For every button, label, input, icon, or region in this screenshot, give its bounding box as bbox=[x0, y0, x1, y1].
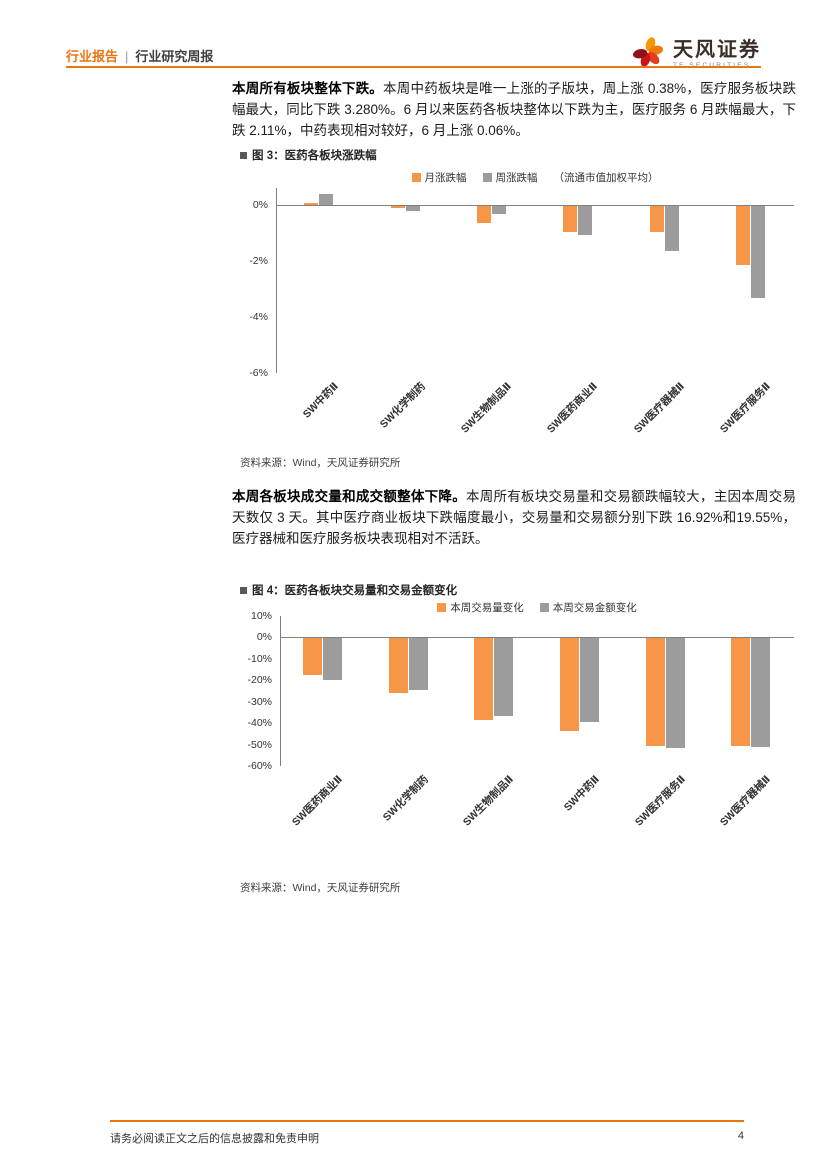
y-axis-line bbox=[280, 616, 281, 766]
legend-label: 周涨跌幅 bbox=[495, 172, 538, 184]
report-category: 行业报告 bbox=[66, 49, 119, 64]
bar-negative bbox=[322, 638, 342, 681]
chart-legend: 本周交易量变化 本周交易金额变化 bbox=[280, 600, 794, 615]
bar-negative bbox=[579, 638, 599, 722]
y-axis-tick-label: -6% bbox=[249, 367, 268, 379]
brand-logo: 天风证券 TF SECURITIES bbox=[630, 34, 761, 75]
tf-flower-icon bbox=[630, 34, 666, 75]
bar-negative bbox=[302, 638, 322, 675]
figure3-caption: 图 3：医药各板块涨跌幅 bbox=[240, 147, 377, 163]
figure4-bar-chart: 本周交易量变化 本周交易金额变化 10% 0% -10% -20% -30% -40% -50%… bbox=[240, 600, 796, 890]
legend-item: 周涨跌幅 bbox=[482, 170, 538, 185]
footer-divider bbox=[110, 1120, 744, 1122]
bar-negative bbox=[735, 205, 750, 265]
brand-text: 天风证券 TF SECURITIES bbox=[673, 40, 761, 70]
y-axis-tick-label: -4% bbox=[249, 310, 268, 323]
bar-negative bbox=[750, 205, 765, 298]
y-axis-tick-label: -50% bbox=[247, 738, 272, 751]
y-axis-tick-label: -60% bbox=[247, 760, 272, 772]
y-axis-tick-label: -40% bbox=[247, 717, 272, 730]
paragraph-1-text: 本周中药板块是唯一上涨的子版块，周上涨 0.38%，医疗服务板块跌幅最大，同比下… bbox=[232, 81, 796, 138]
bar-negative bbox=[494, 638, 514, 716]
page-header: 行业报告 | 行业研究周报 天风证券 TF SECURITIES bbox=[66, 34, 761, 75]
y-axis-line bbox=[276, 188, 277, 373]
figure4-caption-text: 图 4：医药各板块交易量和交易金额变化 bbox=[252, 585, 458, 597]
bar-negative bbox=[645, 638, 665, 746]
legend-label: 月涨跌幅 bbox=[424, 172, 467, 184]
report-type: 行业研究周报 bbox=[135, 49, 214, 64]
bar-negative bbox=[563, 205, 578, 233]
legend-item: 本周交易量变化 bbox=[437, 600, 524, 615]
y-axis-tick-label: -10% bbox=[247, 652, 272, 665]
caption-bullet-icon bbox=[240, 151, 247, 159]
bar-negative bbox=[578, 205, 593, 236]
header-separator: | bbox=[125, 49, 129, 64]
y-axis-tick-label: -30% bbox=[247, 695, 272, 708]
caption-bullet-icon bbox=[240, 586, 247, 594]
paragraph-1: 本周所有板块整体下跌。本周中药板块是唯一上涨的子版块，周上涨 0.38%，医疗服… bbox=[232, 78, 796, 141]
y-axis-tick-label: 10% bbox=[250, 610, 272, 622]
legend-swatch-icon bbox=[482, 173, 492, 182]
figure4-caption: 图 4：医药各板块交易量和交易金额变化 bbox=[240, 582, 457, 598]
paragraph-1-lead: 本周所有板块整体下跌。 bbox=[232, 81, 384, 96]
legend-swatch-icon bbox=[539, 603, 549, 612]
bar-negative bbox=[390, 205, 405, 209]
legend-item: 月涨跌幅 bbox=[411, 170, 467, 185]
bar-negative bbox=[405, 205, 420, 211]
header-divider bbox=[66, 66, 761, 68]
y-axis-tick-label: 0% bbox=[252, 198, 268, 211]
zero-axis-line bbox=[280, 637, 794, 639]
bar-negative bbox=[408, 638, 428, 690]
bar-negative bbox=[476, 205, 491, 223]
bar-negative bbox=[388, 638, 408, 694]
bar-positive bbox=[304, 203, 319, 205]
y-axis-tick-label: 0% bbox=[256, 631, 272, 644]
y-axis-tick-label: -20% bbox=[247, 674, 272, 687]
bar-negative bbox=[559, 638, 579, 731]
footer-page-number: 4 bbox=[737, 1130, 744, 1142]
report-header-titles: 行业报告 | 行业研究周报 bbox=[66, 34, 213, 65]
figure4-source: 资料来源：Wind，天风证券研究所 bbox=[240, 882, 401, 894]
footer-disclaimer: 请务必阅读正文之后的信息披露和免责申明 bbox=[110, 1133, 319, 1145]
zero-axis-line bbox=[276, 204, 794, 206]
brand-name: 天风证券 bbox=[673, 38, 761, 61]
legend-label: 本周交易量变化 bbox=[450, 602, 524, 614]
paragraph-2-text: 本周所有板块交易量和交易额跌幅较大，主因本周交易天数仅 3 天。其中医疗商业板块… bbox=[232, 489, 797, 546]
bar-negative bbox=[491, 205, 506, 215]
chart-legend: 月涨跌幅 周涨跌幅 （流通市值加权平均） bbox=[276, 170, 794, 185]
paragraph-2-lead: 本周各板块成交量和成交额整体下降。 bbox=[232, 489, 466, 504]
bar-negative bbox=[731, 638, 751, 746]
bar-negative bbox=[474, 638, 494, 720]
bar-negative bbox=[665, 638, 685, 748]
bar-negative bbox=[664, 205, 679, 251]
bar-negative bbox=[649, 205, 664, 233]
bar-positive bbox=[319, 194, 334, 205]
brand-subtitle: TF SECURITIES bbox=[673, 62, 761, 70]
bar-negative bbox=[751, 638, 771, 747]
figure3-source: 资料来源：Wind，天风证券研究所 bbox=[240, 457, 401, 469]
figure3-bar-chart: 月涨跌幅 周涨跌幅 （流通市值加权平均） 0% -2% -4% -6% SW中药Ⅱ SW化学制药… bbox=[240, 170, 796, 460]
figure3-caption-text: 图 3：医药各板块涨跌幅 bbox=[252, 150, 377, 162]
legend-swatch-icon bbox=[411, 173, 421, 182]
legend-label: 本周交易金额变化 bbox=[552, 602, 637, 614]
legend-item: 本周交易金额变化 bbox=[539, 600, 637, 615]
legend-swatch-icon bbox=[437, 603, 447, 612]
paragraph-2: 本周各板块成交量和成交额整体下降。本周所有板块交易量和交易额跌幅较大，主因本周交… bbox=[232, 486, 796, 549]
legend-note: （流通市值加权平均） bbox=[553, 172, 659, 184]
y-axis-tick-label: -2% bbox=[249, 254, 268, 267]
